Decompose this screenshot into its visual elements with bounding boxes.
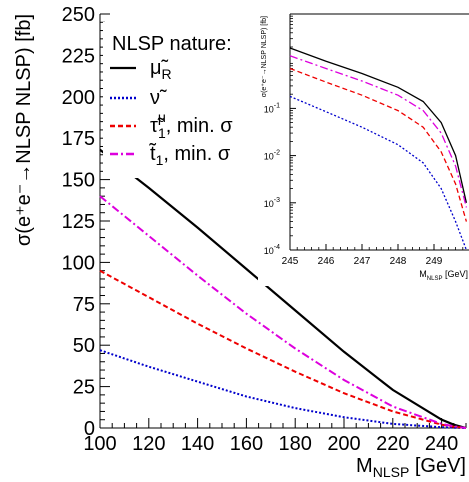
y-tick-label: 175 xyxy=(62,128,95,150)
legend-title: NLSP nature: xyxy=(112,33,232,55)
inset-y-tick-label: 10-4 xyxy=(264,244,280,256)
x-axis-label: MNLSP [GeV] xyxy=(356,455,466,480)
series-line-2 xyxy=(99,269,467,429)
y-tick-label: 75 xyxy=(73,294,95,316)
inset-x-tick-label: 247 xyxy=(354,256,371,267)
inset-series-line-3 xyxy=(289,95,468,251)
legend-box xyxy=(103,22,261,178)
inset-y-axis-label: σ(e⁺e⁻→NLSP NLSP) [fb] xyxy=(261,16,268,97)
x-tick-label: 240 xyxy=(425,433,458,455)
inset-y-tick-label: 10-1 xyxy=(264,102,280,114)
x-tick-label: 120 xyxy=(132,433,165,455)
inset-x-tick-label: 245 xyxy=(282,256,299,267)
inset-x-tick-label: 249 xyxy=(426,256,443,267)
inset-x-tick-label: 248 xyxy=(390,256,407,267)
inset-background xyxy=(258,6,469,286)
series-line-3 xyxy=(99,195,467,429)
inset-series-line-1 xyxy=(289,55,468,208)
inset-series-line-0 xyxy=(289,47,468,203)
series-line-0 xyxy=(99,148,467,430)
inset-y-tick-label: 10-3 xyxy=(264,197,280,209)
y-tick-label: 250 xyxy=(62,4,95,26)
y-tick-label: 25 xyxy=(73,377,95,399)
y-tick-label: 225 xyxy=(62,45,95,67)
x-tick-label: 200 xyxy=(327,433,360,455)
inset-chart: 10-4 10-3 10-2 10-1 245 246 247 248 249 MNLSP [Ge… xyxy=(258,6,469,286)
y-tick-label: 150 xyxy=(62,170,95,192)
y-axis-label: σ(e⁺e⁻→NLSP NLSP) [fb] xyxy=(13,14,35,246)
main-chart: 0 25 50 75 100 125 150 175 200 225 250 100 120 140 160… xyxy=(13,4,467,480)
x-tick-label: 220 xyxy=(376,433,409,455)
y-tick-label: 50 xyxy=(73,335,95,357)
y-tick-label: 0 xyxy=(84,418,95,440)
x-tick-label: 100 xyxy=(83,433,116,455)
y-tick-label: 100 xyxy=(62,252,95,274)
inset-y-tick-label: 10-2 xyxy=(264,150,280,162)
inset-series-line-2 xyxy=(289,67,468,222)
x-tick-label: 160 xyxy=(230,433,263,455)
y-tick-label: 125 xyxy=(62,211,95,233)
y-tick-label: 200 xyxy=(62,87,95,109)
inset-x-tick-label: 246 xyxy=(318,256,335,267)
inset-x-axis-label: MNLSP [GeV] xyxy=(419,269,468,282)
legend-label-2: τ̃μ 1, min. σ xyxy=(150,109,233,141)
x-tick-label: 140 xyxy=(181,433,214,455)
legend-label-3: t̃1, min. σ xyxy=(148,142,230,168)
series-line-1 xyxy=(99,349,467,429)
x-tick-label: 180 xyxy=(279,433,312,455)
